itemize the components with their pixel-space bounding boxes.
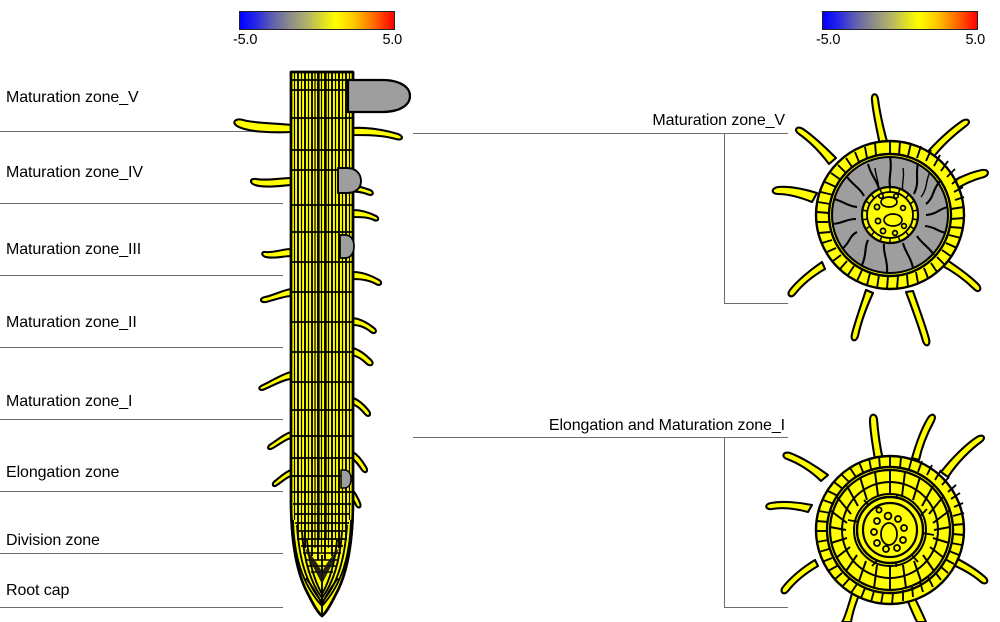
left-colorbar-ticks: -5.0 5.0 bbox=[233, 31, 402, 49]
zone-rule-6 bbox=[0, 491, 283, 492]
zone-rule-5 bbox=[0, 419, 283, 420]
section-label-maturation-v: Maturation zone_V bbox=[652, 112, 785, 129]
section-bracket-vline-bottom bbox=[724, 437, 725, 607]
zone-rule-7 bbox=[0, 553, 283, 554]
right-colorbar-max-label: 5.0 bbox=[965, 32, 985, 48]
cs-bottom-epidermal-walls bbox=[816, 455, 965, 605]
right-colorbar-ticks: -5.0 5.0 bbox=[816, 31, 985, 49]
lateral-root-primordium-tiny bbox=[340, 469, 352, 489]
lateral-root-primordium-medium bbox=[337, 167, 362, 194]
left-colorbar-min-label: -5.0 bbox=[233, 32, 258, 48]
zone-label-elongation: Elongation zone bbox=[6, 464, 120, 481]
section-rule-top bbox=[413, 133, 788, 134]
root-cell-pattern bbox=[291, 72, 353, 616]
right-colorbar-gradient bbox=[822, 11, 978, 30]
root-hairs-left bbox=[233, 118, 293, 488]
cs-top-epidermal-walls bbox=[816, 141, 965, 290]
cs-bottom-vascular-bundles bbox=[870, 506, 908, 553]
left-colorbar-max-label: 5.0 bbox=[382, 32, 402, 48]
section-label-elongation-maturation-i: Elongation and Maturation zone_I bbox=[548, 417, 785, 434]
left-colorbar-gradient bbox=[239, 11, 395, 30]
zone-label-division: Division zone bbox=[6, 532, 100, 549]
section-bracket-stub-bottom bbox=[724, 607, 788, 608]
longitudinal-root bbox=[233, 70, 412, 618]
zone-rule-4 bbox=[0, 347, 283, 348]
zone-rule-8 bbox=[0, 607, 283, 608]
zone-label-maturation-ii: Maturation zone_II bbox=[6, 314, 137, 331]
cs-top-pericycle-walls bbox=[861, 187, 919, 243]
section-bracket-stub-top bbox=[724, 303, 788, 304]
cs-top-aerenchyma-spokes bbox=[832, 156, 949, 273]
quiescent-center bbox=[305, 548, 339, 584]
right-colorbar: -5.0 5.0 bbox=[816, 11, 985, 49]
right-colorbar-min-label: -5.0 bbox=[816, 32, 841, 48]
zone-label-root-cap: Root cap bbox=[6, 582, 70, 599]
section-rule-bottom bbox=[413, 437, 788, 438]
cross-section-maturation-zone-v bbox=[771, 93, 989, 347]
lateral-root-primordium-small bbox=[339, 234, 355, 259]
zone-label-maturation-iv: Maturation zone_IV bbox=[6, 164, 143, 181]
zone-rule-2 bbox=[0, 203, 283, 204]
cross-section-elongation-maturation-zone-i bbox=[765, 413, 989, 622]
emerged-lateral-root bbox=[346, 78, 412, 114]
zone-rule-3 bbox=[0, 275, 283, 276]
zone-label-maturation-iii: Maturation zone_III bbox=[6, 241, 142, 258]
root-outline bbox=[289, 70, 355, 618]
section-bracket-vline-top bbox=[724, 133, 725, 303]
zone-label-maturation-i: Maturation zone_I bbox=[6, 393, 133, 410]
left-colorbar: -5.0 5.0 bbox=[233, 11, 402, 49]
cs-top-vascular-bundles bbox=[873, 192, 908, 237]
cs-top-root-hairs bbox=[771, 93, 989, 347]
zone-label-maturation-v: Maturation zone_V bbox=[6, 89, 139, 106]
zone-rule-1 bbox=[0, 131, 283, 132]
